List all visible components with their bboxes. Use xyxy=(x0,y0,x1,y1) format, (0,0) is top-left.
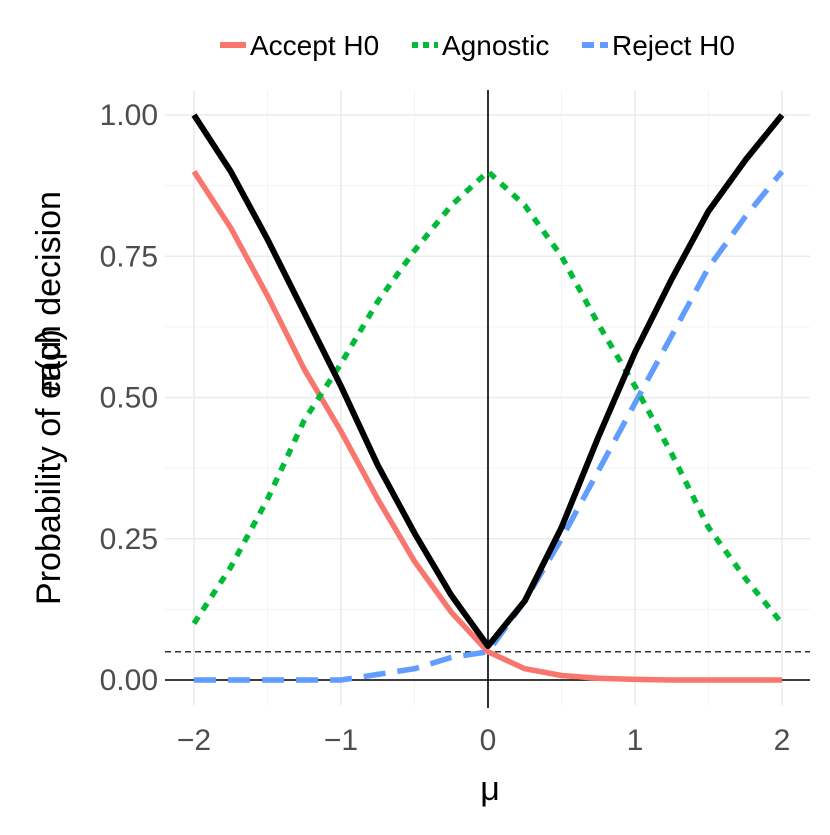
legend: Accept H0 Agnostic Reject H0 xyxy=(220,30,735,61)
reference-lines xyxy=(165,90,810,708)
y-tick-label: 0.50 xyxy=(100,382,158,415)
legend-item: Accept H0 xyxy=(220,30,379,61)
y-tick-label: 0.75 xyxy=(100,240,158,273)
y-tick-label: 0.25 xyxy=(100,523,158,556)
series-line-accept-h0 xyxy=(191,169,782,683)
legend-label: Accept H0 xyxy=(250,30,379,61)
series-line- xyxy=(191,113,785,650)
legend-item: Agnostic xyxy=(412,30,549,61)
series-lines xyxy=(191,113,785,683)
x-tick-label: 1 xyxy=(627,724,644,757)
x-tick-label: −1 xyxy=(324,724,358,757)
series-line-reject-h0 xyxy=(194,169,785,683)
y-axis-title-overlay: π(μ) xyxy=(30,329,68,395)
legend-label: Reject H0 xyxy=(612,30,735,61)
y-axis-ticks: 0.00 0.25 0.50 0.75 1.00 xyxy=(100,99,158,697)
legend-item: Reject H0 xyxy=(582,30,735,61)
y-tick-label: 1.00 xyxy=(100,99,158,132)
x-axis-ticks: −2 −1 0 1 2 xyxy=(177,724,790,757)
x-axis-title: μ xyxy=(480,770,500,808)
x-tick-label: −2 xyxy=(177,724,211,757)
y-tick-label: 0.00 xyxy=(100,664,158,697)
legend-label: Agnostic xyxy=(442,30,549,61)
y-axis-title: Probability of each decision xyxy=(30,191,68,605)
x-tick-label: 0 xyxy=(480,724,497,757)
x-tick-label: 2 xyxy=(774,724,791,757)
